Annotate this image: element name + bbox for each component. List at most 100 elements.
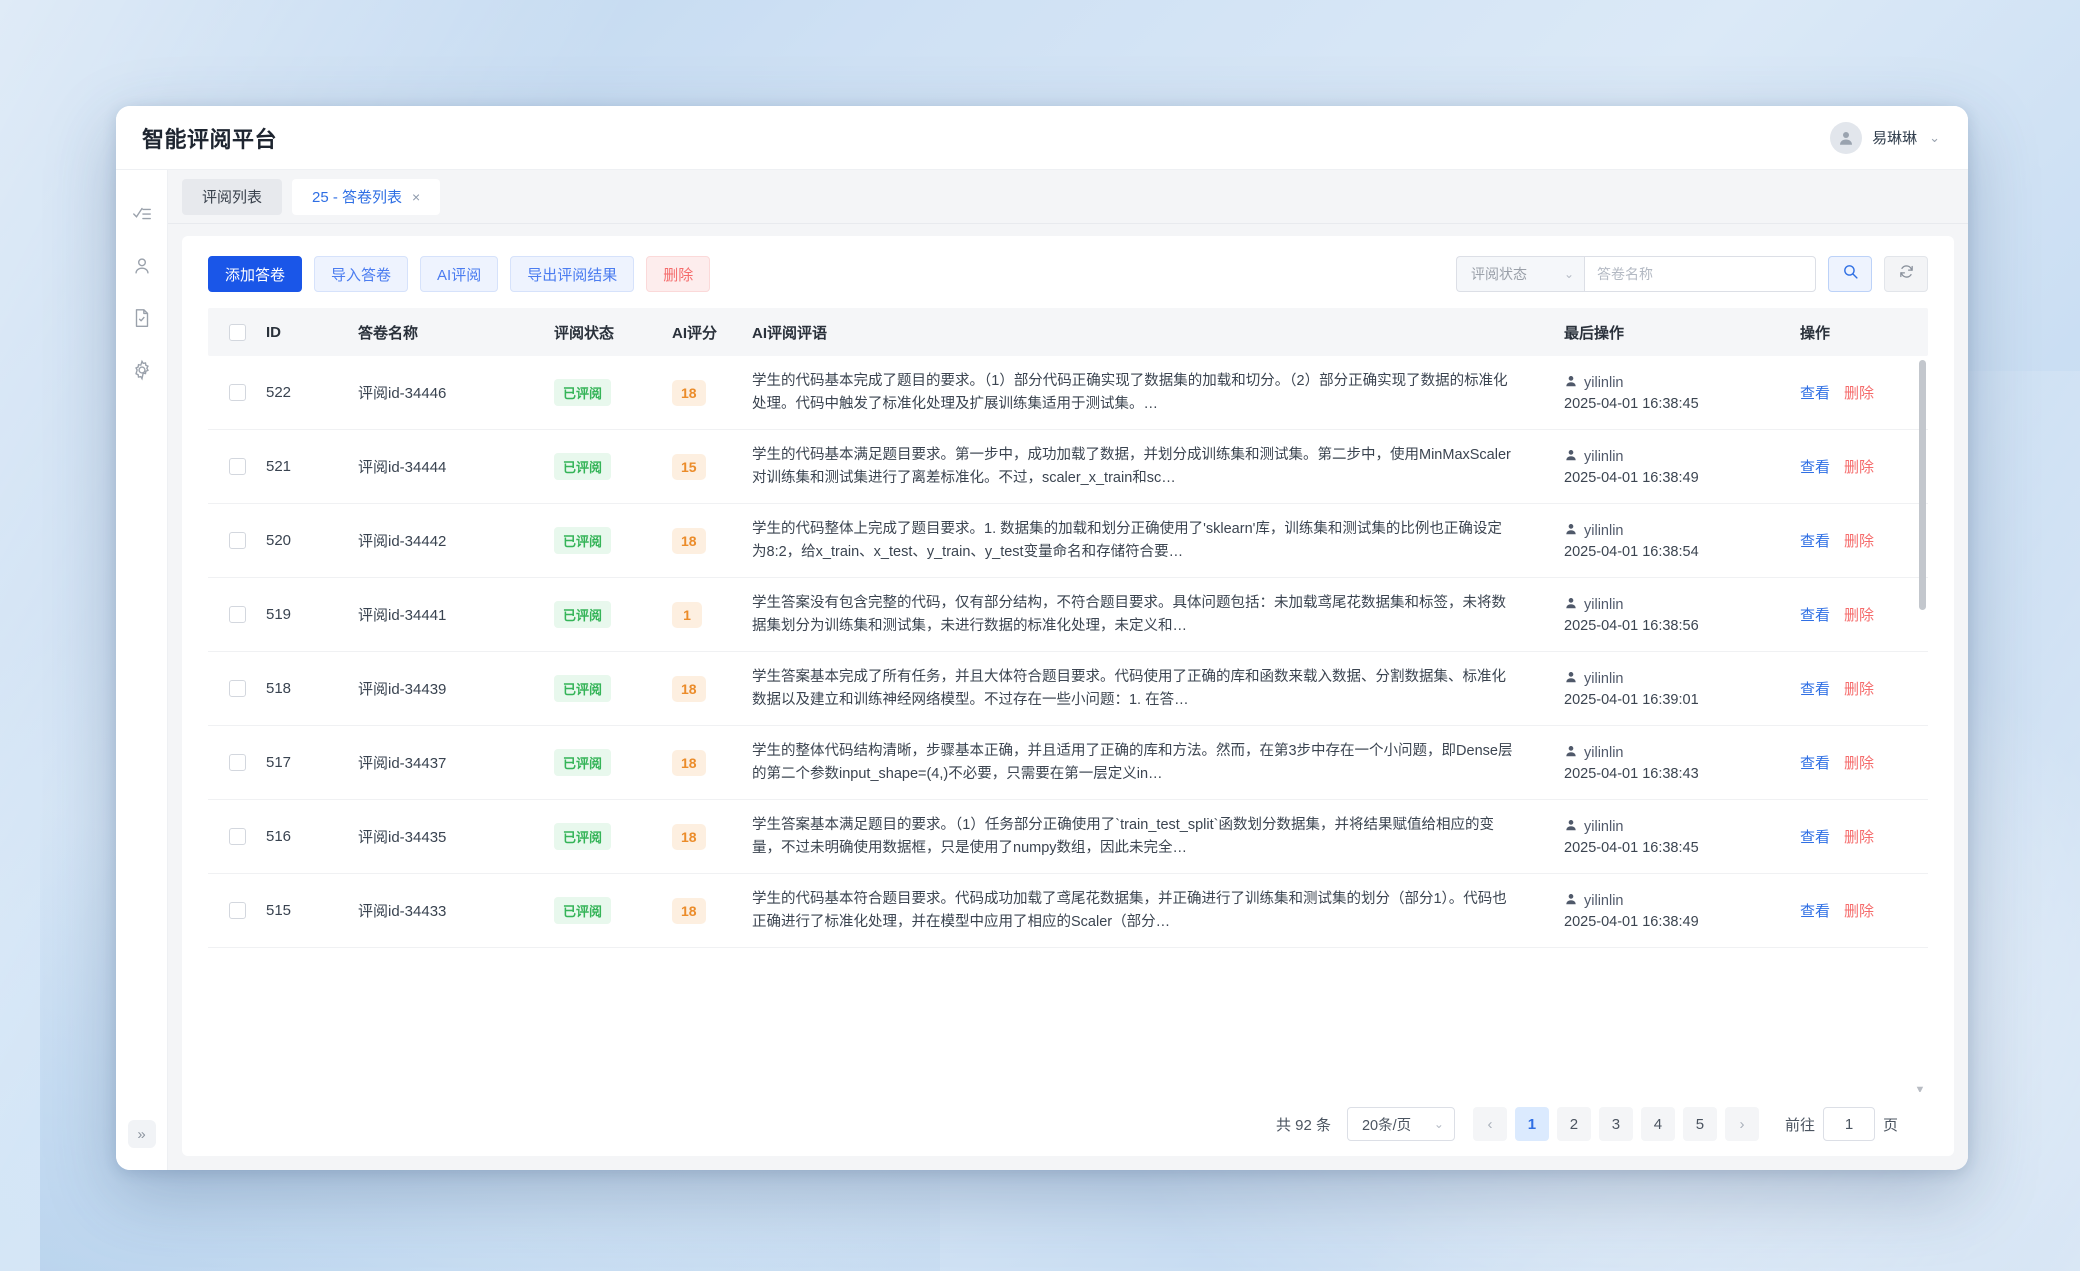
column-header-id: ID xyxy=(266,323,281,341)
row-checkbox[interactable] xyxy=(228,532,246,549)
cell-comment: 学生的代码基本符合题目要求。代码成功加载了鸢尾花数据集，并正确进行了训练集和测试… xyxy=(752,888,1564,933)
cell-comment: 学生的整体代码结构清晰，步骤基本正确，并且适用了正确的库和方法。然而，在第3步中… xyxy=(752,740,1564,785)
cell-score: 1 xyxy=(672,601,752,628)
table-header-row: ID 答卷名称 评阅状态 AI评分 AI评阅评语 最后操作 操作 xyxy=(208,308,1928,356)
sidebar-item-review-list[interactable] xyxy=(122,192,162,240)
operation-time: 2025-04-01 16:38:43 xyxy=(1564,765,1699,782)
user-menu[interactable]: 易琳琳 ⌄ xyxy=(1830,121,1940,154)
last-operator: yilinlin xyxy=(1564,818,1800,836)
cell-last-operation: yilinlin 2025-04-01 16:39:01 xyxy=(1564,670,1800,708)
status-filter-select[interactable]: 评阅状态 ⌄ xyxy=(1456,256,1584,292)
status-badge: 已评阅 xyxy=(554,379,612,406)
page-button-5[interactable]: 5 xyxy=(1682,1107,1717,1141)
delete-link[interactable]: 删除 xyxy=(1844,829,1875,846)
row-checkbox[interactable] xyxy=(228,384,246,401)
table-row[interactable]: 520 评阅id-34442 已评阅 18 学生的代码整体上完成了题目要求。1. 数据集… xyxy=(208,504,1928,578)
operator-name: yilinlin xyxy=(1584,448,1624,465)
delete-link[interactable]: 删除 xyxy=(1844,755,1875,772)
search-input[interactable] xyxy=(1584,256,1816,292)
sidebar-collapse-button[interactable]: » xyxy=(127,1120,156,1148)
score-badge: 18 xyxy=(672,379,706,406)
table-row[interactable]: 517 评阅id-34437 已评阅 18 学生的整体代码结构清晰，步骤基本正确，并且适… xyxy=(208,726,1928,800)
delete-link[interactable]: 删除 xyxy=(1844,459,1875,476)
prev-page-button[interactable]: ‹ xyxy=(1472,1107,1507,1141)
delete-link[interactable]: 删除 xyxy=(1844,681,1875,698)
row-checkbox[interactable] xyxy=(228,606,246,623)
delete-link[interactable]: 删除 xyxy=(1844,607,1875,624)
table-row[interactable]: 515 评阅id-34433 已评阅 18 学生的代码基本符合题目要求。代码成功加载了鸢… xyxy=(208,874,1928,948)
view-link[interactable]: 查看 xyxy=(1800,829,1831,846)
operation-time: 2025-04-01 16:38:54 xyxy=(1564,543,1699,560)
row-select-cell xyxy=(208,458,266,475)
sidebar-item-papers[interactable] xyxy=(122,296,162,344)
table-row[interactable]: 519 评阅id-34441 已评阅 1 学生答案没有包含完整的代码，仅有部分结构，不符… xyxy=(208,578,1928,652)
cell-id: 518 xyxy=(266,680,292,697)
export-result-button[interactable]: 导出评阅结果 xyxy=(510,256,635,292)
table-row[interactable]: 522 评阅id-34446 已评阅 18 学生的代码基本完成了题目的要求。（1）部分代… xyxy=(208,356,1928,430)
column-header-score: AI评分 xyxy=(672,324,718,342)
page-button-3[interactable]: 3 xyxy=(1598,1107,1633,1141)
column-header-last-op: 最后操作 xyxy=(1564,324,1625,342)
select-all-checkbox[interactable] xyxy=(228,323,246,341)
page-button-4[interactable]: 4 xyxy=(1640,1107,1675,1141)
next-page-button[interactable]: › xyxy=(1724,1107,1759,1141)
delete-link[interactable]: 删除 xyxy=(1844,385,1875,402)
user-icon xyxy=(1564,670,1578,688)
delete-link[interactable]: 删除 xyxy=(1844,533,1875,550)
cell-name: 评阅id-34446 xyxy=(358,385,447,402)
scrollbar-track[interactable]: ▲ ▼ xyxy=(1915,356,1926,1092)
import-paper-button[interactable]: 导入答卷 xyxy=(314,256,409,292)
page-button-1[interactable]: 1 xyxy=(1514,1107,1549,1141)
cell-actions: 查看 删除 xyxy=(1800,456,1928,477)
table-row[interactable]: 521 评阅id-34444 已评阅 15 学生的代码基本满足题目要求。第一步中，成功加… xyxy=(208,430,1928,504)
view-link[interactable]: 查看 xyxy=(1800,755,1831,772)
cell-status: 已评阅 xyxy=(554,823,672,850)
scroll-down-arrow[interactable]: ▼ xyxy=(1914,1084,1926,1092)
cell-status: 已评阅 xyxy=(554,453,672,480)
jump-page-input[interactable] xyxy=(1822,1107,1875,1141)
add-paper-button[interactable]: 添加答卷 xyxy=(208,256,303,292)
view-link[interactable]: 查看 xyxy=(1800,681,1831,698)
delete-button[interactable]: 删除 xyxy=(646,256,711,292)
page-button-2[interactable]: 2 xyxy=(1556,1107,1591,1141)
ai-review-button[interactable]: AI评阅 xyxy=(420,256,499,292)
row-select-cell xyxy=(208,532,266,549)
toolbar: 添加答卷 导入答卷 AI评阅 导出评阅结果 删除 评阅状态 ⌄ xyxy=(182,236,1954,308)
sidebar-item-settings[interactable] xyxy=(122,348,162,396)
row-checkbox[interactable] xyxy=(228,828,246,845)
operation-time: 2025-04-01 16:38:49 xyxy=(1564,913,1699,930)
page-size-select[interactable]: 20条/页 ⌄ xyxy=(1346,1107,1455,1141)
view-link[interactable]: 查看 xyxy=(1800,459,1831,476)
row-checkbox[interactable] xyxy=(228,680,246,697)
scrollbar-thumb[interactable] xyxy=(1919,360,1926,610)
view-link[interactable]: 查看 xyxy=(1800,607,1831,624)
row-checkbox[interactable] xyxy=(228,754,246,771)
row-select-cell xyxy=(208,828,266,845)
scroll-up-arrow[interactable]: ▲ xyxy=(1914,356,1926,358)
comment-text: 学生的代码基本符合题目要求。代码成功加载了鸢尾花数据集，并正确进行了训练集和测试… xyxy=(752,891,1507,930)
cell-score: 18 xyxy=(672,823,752,850)
tab-answer-list[interactable]: 25 - 答卷列表 × xyxy=(292,178,441,215)
row-checkbox[interactable] xyxy=(228,902,246,919)
table-row[interactable]: 516 评阅id-34435 已评阅 18 学生答案基本满足题目的要求。（1）任务部分正… xyxy=(208,800,1928,874)
view-link[interactable]: 查看 xyxy=(1800,533,1831,550)
view-link[interactable]: 查看 xyxy=(1800,385,1831,402)
table-row[interactable]: 518 评阅id-34439 已评阅 18 学生答案基本完成了所有任务，并且大体符合题目… xyxy=(208,652,1928,726)
page-jump: 前往 页 xyxy=(1785,1107,1898,1141)
operator-name: yilinlin xyxy=(1584,596,1624,613)
delete-link[interactable]: 删除 xyxy=(1844,903,1875,920)
search-button[interactable] xyxy=(1828,256,1872,292)
chevron-down-icon[interactable]: ⌄ xyxy=(1929,129,1940,145)
close-icon[interactable]: × xyxy=(412,188,421,205)
user-icon xyxy=(1564,522,1578,540)
tab-review-list[interactable]: 评阅列表 xyxy=(182,178,283,215)
refresh-button[interactable] xyxy=(1884,256,1928,292)
row-checkbox[interactable] xyxy=(228,458,246,475)
status-badge: 已评阅 xyxy=(554,601,612,628)
sidebar-item-users[interactable] xyxy=(122,244,162,292)
column-header-status: 评阅状态 xyxy=(554,324,615,342)
cell-status: 已评阅 xyxy=(554,379,672,406)
view-link[interactable]: 查看 xyxy=(1800,903,1831,920)
last-operator: yilinlin xyxy=(1564,522,1800,540)
cell-actions: 查看 删除 xyxy=(1800,604,1928,625)
